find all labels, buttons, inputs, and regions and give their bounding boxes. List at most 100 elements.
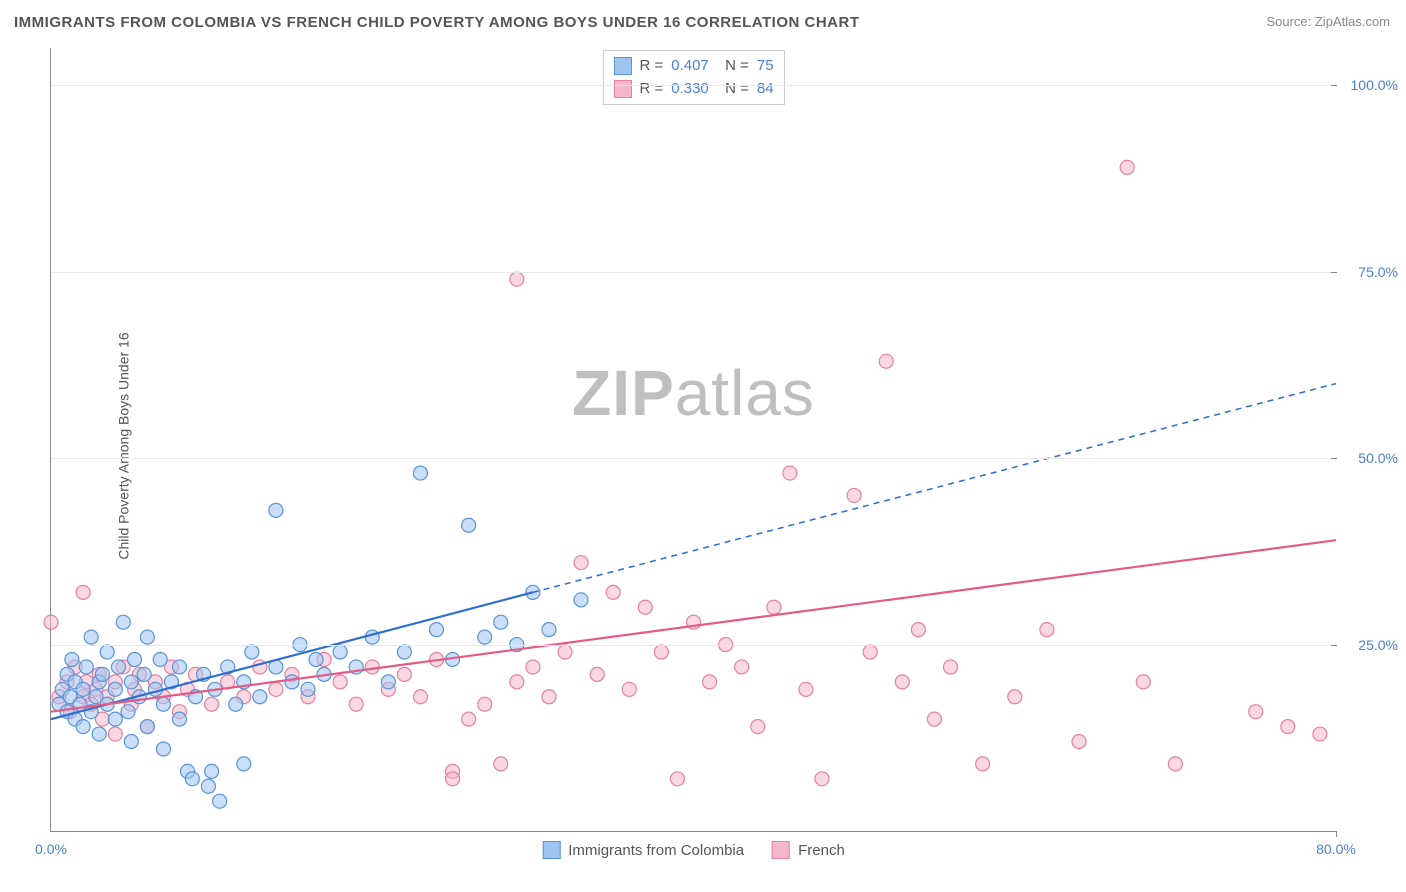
gridline <box>51 645 1336 646</box>
scatter-point <box>606 585 620 599</box>
scatter-point <box>494 757 508 771</box>
scatter-point <box>285 675 299 689</box>
legend-item-series2: French <box>772 841 845 859</box>
stats-row-series1: R = 0.407 N = 75 <box>613 55 773 78</box>
scatter-point <box>1281 720 1295 734</box>
scatter-point <box>124 675 138 689</box>
scatter-point <box>879 354 893 368</box>
scatter-point <box>140 720 154 734</box>
scatter-point <box>751 720 765 734</box>
legend-label-series1: Immigrants from Colombia <box>568 842 744 859</box>
x-tick-mark <box>1336 831 1337 837</box>
x-tick-label: 0.0% <box>35 841 67 857</box>
scatter-point <box>847 488 861 502</box>
scatter-point <box>1168 757 1182 771</box>
y-tick-mark <box>1331 645 1337 646</box>
stats-n-label: N = <box>717 78 749 101</box>
scatter-point <box>140 630 154 644</box>
series2-r: 0.330 <box>671 78 709 101</box>
scatter-point <box>783 466 797 480</box>
scatter-point <box>703 675 717 689</box>
scatter-point <box>413 690 427 704</box>
scatter-point <box>269 682 283 696</box>
scatter-point <box>205 764 219 778</box>
scatter-point <box>185 772 199 786</box>
series1-r: 0.407 <box>671 55 709 78</box>
scatter-point <box>397 645 411 659</box>
scatter-point <box>863 645 877 659</box>
scatter-point <box>622 682 636 696</box>
stats-n-label: N = <box>717 55 749 78</box>
scatter-point <box>397 667 411 681</box>
scatter-point <box>462 712 476 726</box>
scatter-point <box>121 705 135 719</box>
series1-swatch <box>613 57 631 75</box>
scatter-point <box>201 779 215 793</box>
series2-n: 84 <box>757 78 774 101</box>
stats-r-label: R = <box>639 55 663 78</box>
scatter-point <box>542 623 556 637</box>
scatter-point <box>927 712 941 726</box>
source-attribution: Source: ZipAtlas.com <box>1266 14 1390 29</box>
scatter-point <box>156 697 170 711</box>
scatter-point <box>173 712 187 726</box>
stats-legend: R = 0.407 N = 75 R = 0.330 N = 84 <box>602 50 784 105</box>
scatter-point <box>895 675 909 689</box>
scatter-svg <box>51 48 1336 831</box>
legend-item-series1: Immigrants from Colombia <box>542 841 744 859</box>
scatter-point <box>301 682 315 696</box>
scatter-point <box>153 652 167 666</box>
scatter-point <box>478 697 492 711</box>
scatter-point <box>205 697 219 711</box>
scatter-point <box>245 645 259 659</box>
y-tick-label: 25.0% <box>1358 637 1398 653</box>
scatter-point <box>76 585 90 599</box>
scatter-point <box>413 466 427 480</box>
x-tick-label: 80.0% <box>1316 841 1356 857</box>
scatter-point <box>116 615 130 629</box>
y-tick-label: 100.0% <box>1351 77 1398 93</box>
scatter-point <box>381 675 395 689</box>
scatter-point <box>333 675 347 689</box>
scatter-point <box>446 772 460 786</box>
scatter-point <box>128 652 142 666</box>
y-tick-mark <box>1331 85 1337 86</box>
scatter-point <box>229 697 243 711</box>
y-tick-mark <box>1331 272 1337 273</box>
scatter-point <box>108 712 122 726</box>
scatter-point <box>173 660 187 674</box>
scatter-point <box>590 667 604 681</box>
legend-label-series2: French <box>798 842 845 859</box>
correlation-chart: IMMIGRANTS FROM COLOMBIA VS FRENCH CHILD… <box>0 0 1406 892</box>
scatter-point <box>574 556 588 570</box>
scatter-point <box>156 742 170 756</box>
scatter-point <box>944 660 958 674</box>
scatter-point <box>1040 623 1054 637</box>
stats-row-series2: R = 0.330 N = 84 <box>613 78 773 101</box>
scatter-point <box>478 630 492 644</box>
scatter-point <box>1008 690 1022 704</box>
scatter-point <box>76 720 90 734</box>
scatter-point <box>108 682 122 696</box>
scatter-point <box>767 600 781 614</box>
series2-swatch <box>613 80 631 98</box>
scatter-point <box>76 682 90 696</box>
scatter-point <box>735 660 749 674</box>
scatter-point <box>510 675 524 689</box>
gridline <box>51 85 1336 86</box>
scatter-point <box>815 772 829 786</box>
bottom-legend: Immigrants from Colombia French <box>542 841 845 859</box>
series1-n: 75 <box>757 55 774 78</box>
scatter-point <box>92 727 106 741</box>
scatter-point <box>911 623 925 637</box>
gridline <box>51 272 1336 273</box>
y-tick-mark <box>1331 458 1337 459</box>
scatter-point <box>79 660 93 674</box>
scatter-point <box>558 645 572 659</box>
scatter-point <box>799 682 813 696</box>
scatter-point <box>510 272 524 286</box>
scatter-point <box>253 690 267 704</box>
plot-area: ZIPatlas R = 0.407 N = 75 R = 0.330 N = … <box>50 48 1336 832</box>
scatter-point <box>542 690 556 704</box>
scatter-point <box>100 645 114 659</box>
